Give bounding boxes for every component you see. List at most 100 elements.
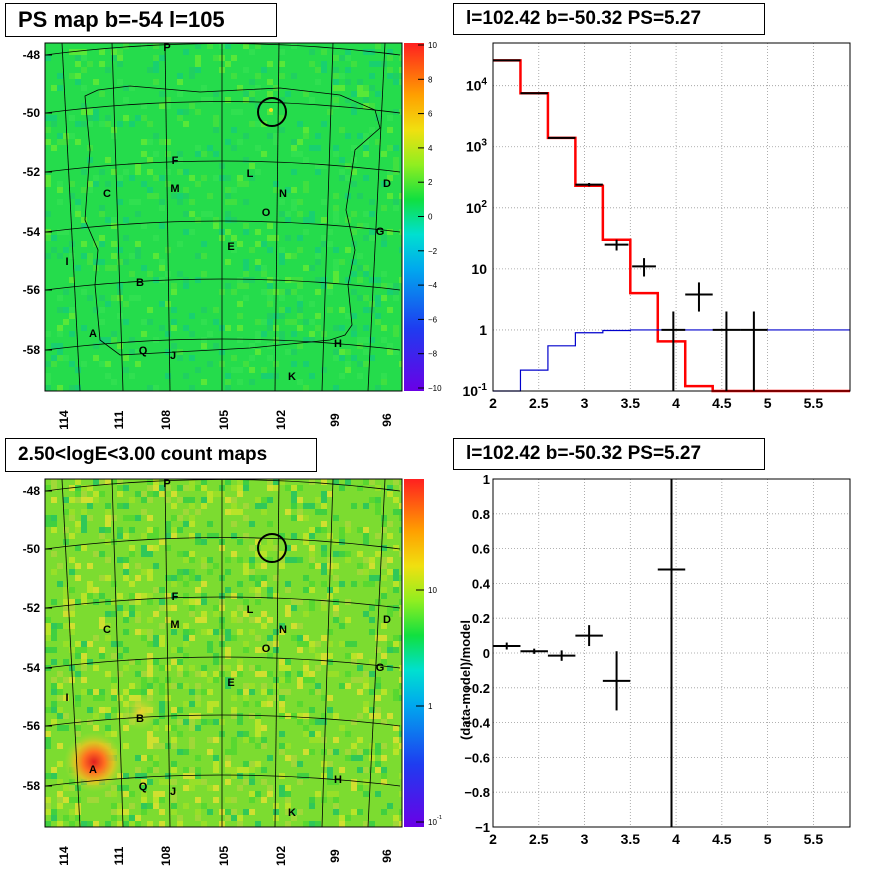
spectrum-data-point <box>685 282 713 312</box>
cnt-map-y-tick: -54 <box>23 661 41 675</box>
spectrum-title: l=102.42 b=-50.32 PS=5.27 <box>453 3 765 35</box>
ps-map-x-tick: 99 <box>328 413 342 427</box>
cnt-map-label-p: P <box>163 478 170 490</box>
count-map-source-marker <box>257 533 287 563</box>
ps-map-x-tick: 114 <box>57 410 71 430</box>
cnt-map-label-c: C <box>103 624 111 636</box>
spectrum-data-point <box>604 239 629 251</box>
residual-y-tick: −0.6 <box>464 750 490 765</box>
count-map-grid <box>45 479 401 827</box>
count-map-title: 2.50<logE<3.00 count maps <box>5 438 317 472</box>
ps-colorbar-tick: −10 <box>428 384 442 393</box>
spectrum-x-axis: 2 2.5 3 3.5 4 4.5 5 5.5 <box>489 395 823 411</box>
residual-data-point <box>520 648 548 654</box>
residual-y-axis-label: (data-model)/model <box>458 620 473 740</box>
count-map-source-labels: P F M C L NO D G E I B A Q J H K <box>65 478 391 819</box>
residual-y-tick: 1 <box>483 472 490 487</box>
cnt-map-y-tick: -48 <box>23 484 41 498</box>
ps-colorbar-tick: 10 <box>428 41 437 50</box>
ps-map-y-tick: -58 <box>23 343 41 357</box>
ps-map-y-tick: -48 <box>23 48 41 62</box>
ps-map-y-axis: -48 -50 -52 -54 -56 -58 <box>23 48 52 357</box>
residual-x-tick: 2 <box>489 831 497 847</box>
count-colorbar-tick: 10 <box>428 586 437 595</box>
ps-map-x-tick: 96 <box>380 413 394 427</box>
spectrum-data-point <box>547 136 576 139</box>
residual-y-tick: −1 <box>475 820 490 835</box>
spectrum-y-tick: 1 <box>479 322 487 338</box>
count-map-colorbar <box>404 479 424 827</box>
residual-y-tick: −0.8 <box>464 785 490 800</box>
residual-y-tick: −0.2 <box>464 681 490 696</box>
ps-colorbar-tick: 8 <box>428 75 433 84</box>
spectrum-data-point <box>661 311 686 391</box>
ps-map-label-c: C <box>103 188 111 200</box>
residual-data-point <box>602 651 631 711</box>
ps-map-label-j: J <box>170 350 176 362</box>
ps-map-label-g: G <box>376 226 385 238</box>
ps-map-source-labels: P F M C L NO D G E I B A Q J H K <box>65 42 391 383</box>
ps-map-grid <box>45 43 401 391</box>
cnt-map-label-g: G <box>376 662 385 674</box>
spectrum-y-tick: 104 <box>466 77 488 94</box>
ps-colorbar-tick: 6 <box>428 110 433 119</box>
spectrum-model-background <box>493 329 850 392</box>
residual-x-tick: 5.5 <box>804 831 824 847</box>
spectrum-panel: 10-1 1 10 102 103 104 2 2.5 3 3.5 4 4.5 5 5.5 <box>462 42 851 411</box>
spectrum-x-tick: 5 <box>764 395 772 411</box>
ps-map-x-axis: 114 111 108 105 102 99 96 <box>57 410 394 430</box>
spectrum-data-point <box>520 92 548 95</box>
cnt-map-label-f: F <box>172 591 179 603</box>
residual-x-tick: 2.5 <box>529 831 549 847</box>
spectrum-model-total <box>493 59 850 393</box>
spectrum-y-tick: 10-1 <box>462 382 487 399</box>
ps-map-y-tick: -52 <box>23 165 41 179</box>
ps-map-y-tick: -54 <box>23 225 41 239</box>
cnt-map-x-tick: 105 <box>217 846 231 866</box>
spectrum-data-point <box>712 311 741 391</box>
residual-y-tick: −0.4 <box>464 716 490 731</box>
ps-colorbar-tick: −4 <box>428 281 438 290</box>
cnt-map-y-tick: -50 <box>23 542 41 556</box>
ps-map-label-b: B <box>136 277 144 289</box>
spectrum-x-tick: 4.5 <box>712 395 732 411</box>
ps-map-y-tick: -56 <box>23 283 41 297</box>
cnt-map-label-e: E <box>227 677 234 689</box>
ps-map-label-k: K <box>288 371 296 383</box>
cnt-map-x-tick: 114 <box>57 846 71 866</box>
spectrum-grid <box>492 43 850 392</box>
residual-x-axis: 2 2.5 3 3.5 4 4.5 5 5.5 <box>489 831 823 847</box>
cnt-map-label-i: I <box>65 692 68 704</box>
spectrum-model-series <box>493 59 850 393</box>
ps-map-label-e: E <box>227 241 234 253</box>
ps-map-source-marker <box>257 97 287 127</box>
ps-map-label-n: N <box>279 188 287 200</box>
ps-colorbar-tick: 0 <box>428 213 433 222</box>
residual-data-point <box>547 650 576 661</box>
residual-x-tick: 3.5 <box>621 831 641 847</box>
residual-x-tick: 3 <box>581 831 589 847</box>
residual-y-tick: 0.4 <box>472 576 491 591</box>
spectrum-data-point <box>632 258 656 277</box>
cnt-map-label-h: H <box>334 774 342 786</box>
residual-x-tick: 4 <box>672 831 680 847</box>
spectrum-data-point <box>575 182 603 187</box>
cnt-map-x-tick: 108 <box>159 846 173 866</box>
cnt-map-y-tick: -58 <box>23 779 41 793</box>
spectrum-data-point <box>740 311 768 391</box>
ps-colorbar-tick: −2 <box>428 247 438 256</box>
ps-map-panel: P F M C L NO D G E I B A Q J H K -48 -50 -52 -54 -56 -58 114… <box>23 41 442 430</box>
ps-colorbar-tick: −8 <box>428 350 438 359</box>
ps-map-x-tick: 105 <box>217 410 231 430</box>
spectrum-x-tick: 3 <box>581 395 589 411</box>
ps-colorbar-tick: 2 <box>428 178 433 187</box>
ps-map-x-tick: 111 <box>112 410 126 429</box>
ps-map-x-tick: 108 <box>159 410 173 430</box>
count-map-y-axis: -48 -50 -52 -54 -56 -58 <box>23 484 52 793</box>
residual-data-points <box>493 479 686 827</box>
cnt-map-x-tick: 99 <box>328 849 342 863</box>
ps-map-label-o: O <box>262 207 271 219</box>
cnt-map-label-m: M <box>170 619 179 631</box>
residual-y-tick: 0 <box>483 646 490 661</box>
cnt-map-label-b: B <box>136 713 144 725</box>
